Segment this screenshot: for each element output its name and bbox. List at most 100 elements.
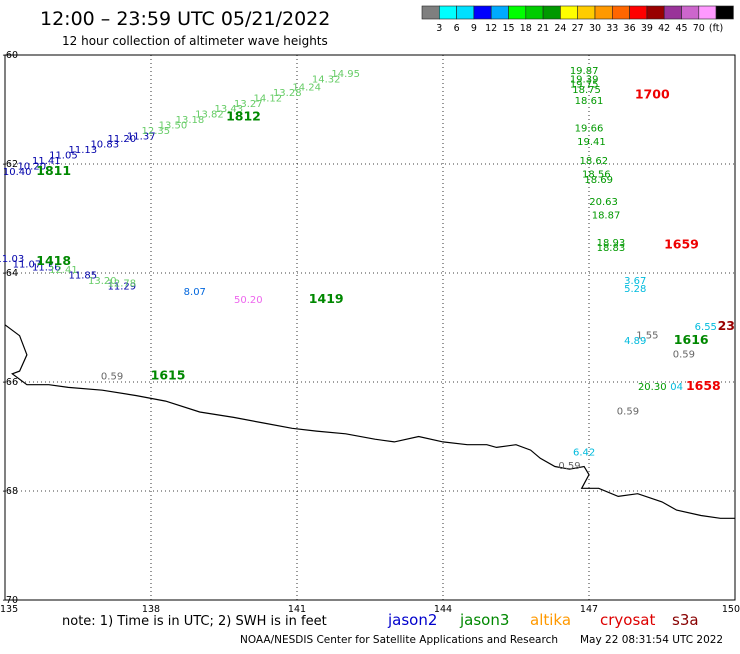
pass-time-label: 23 xyxy=(718,318,735,333)
wave-height-value: 18.87 xyxy=(592,211,621,222)
wave-height-value: 11.37 xyxy=(127,131,156,142)
wave-height-value: 10.40 xyxy=(3,167,32,178)
legend-swatch xyxy=(473,5,492,20)
pass-time-label: 1616 xyxy=(674,332,709,347)
legend-swatch xyxy=(456,5,475,20)
wave-height-value: 18.83 xyxy=(597,243,626,254)
wave-height-value: 18.69 xyxy=(584,175,613,186)
wave-height-value: 0.59 xyxy=(101,371,123,382)
wave-height-value: 20.63 xyxy=(589,197,618,208)
color-legend xyxy=(421,5,734,20)
wave-height-value: 13.27 xyxy=(234,99,263,110)
lat-tick-label: -66 xyxy=(2,377,18,388)
wave-height-value: 13.20 xyxy=(88,276,117,287)
satellite-name-jason3: jason3 xyxy=(459,611,509,629)
wave-height-value: 8.07 xyxy=(184,287,206,298)
satellite-name-altika: altika xyxy=(530,611,571,629)
wave-height-value: 3.67 xyxy=(624,276,646,287)
wave-height-value: 11.07 xyxy=(13,260,42,271)
legend-swatch xyxy=(663,5,682,20)
time-and-value-labels: 1811 1812 1418 1419 1615 1616 1700 1659 1658 23 50… xyxy=(36,87,735,473)
lat-tick-label: -64 xyxy=(2,268,18,279)
wave-height-value: 20.30 xyxy=(638,382,667,393)
legend-label: (ft) xyxy=(709,23,723,34)
coastline xyxy=(4,324,735,519)
wave-height-value: 11.41 xyxy=(32,156,61,167)
legend-label: 36 xyxy=(624,23,636,34)
wave-height-value: 6.55 xyxy=(695,322,717,333)
wave-height-value: 11.20 xyxy=(107,134,136,145)
legend-swatch xyxy=(698,5,717,20)
wave-height-value: 11.03 xyxy=(0,254,24,265)
wave-height-value: 12.78 xyxy=(107,279,136,290)
wave-height-value: 18.61 xyxy=(575,96,604,107)
footer-credit: NOAA/NESDIS Center for Satellite Applica… xyxy=(240,634,558,646)
wave-height-value: 13.50 xyxy=(159,121,188,132)
satellite-name-jason2: jason2 xyxy=(387,611,437,629)
wave-height-value: 11.29 xyxy=(107,281,136,292)
footer-timestamp: May 22 08:31:54 UTC 2022 xyxy=(580,634,723,646)
legend-swatch xyxy=(577,5,596,20)
pass-time-label: 1700 xyxy=(635,87,670,102)
legend-swatch xyxy=(421,5,440,20)
lon-tick-label: 147 xyxy=(580,604,598,615)
lat-tick-label: -70 xyxy=(2,595,18,606)
wave-height-value: 19.39 xyxy=(570,74,599,85)
pass-time-label: 1418 xyxy=(36,253,71,268)
wave-height-value: 14.24 xyxy=(292,82,321,93)
wave-height-value: 50.20 xyxy=(234,295,263,306)
legend-swatch xyxy=(542,5,561,20)
wave-height-value: 0.59 xyxy=(617,407,639,418)
wave-height-value: 0.59 xyxy=(673,349,695,360)
wave-height-value: 18.93 xyxy=(597,238,626,249)
wave-height-value: 11.13 xyxy=(69,145,98,156)
legend-swatch xyxy=(681,5,700,20)
wave-height-value: 18.56 xyxy=(582,170,611,181)
lon-tick-label: 138 xyxy=(142,604,160,615)
altimeter-tracks: 10.4010.2011.4111.0511.1310.8311.2011.37… xyxy=(0,66,625,292)
wave-height-value: 18.75 xyxy=(572,85,601,96)
legend-label: 27 xyxy=(572,23,584,34)
legend-label: 15 xyxy=(502,23,514,34)
lon-tick-label: 150 xyxy=(722,604,740,615)
legend-swatch xyxy=(438,5,457,20)
wave-height-value: 13.82 xyxy=(195,110,224,121)
lat-tick-label: -68 xyxy=(2,486,18,497)
legend-swatch xyxy=(508,5,527,20)
wave-height-value: 14.32 xyxy=(312,74,341,85)
wave-height-value: 5.28 xyxy=(624,284,646,295)
legend-swatch xyxy=(594,5,613,20)
legend-swatch xyxy=(646,5,665,20)
wave-height-value: 11.85 xyxy=(69,270,98,281)
pass-time-label: 1615 xyxy=(151,367,186,382)
wave-height-value: 19.87 xyxy=(570,66,599,77)
wave-height-value: 1.55 xyxy=(636,330,658,341)
lon-tick-label: 144 xyxy=(434,604,452,615)
legend-label: 24 xyxy=(554,23,566,34)
wave-height-value: 18.62 xyxy=(580,156,609,167)
wave-height-value: 19.75 xyxy=(570,80,599,91)
footer-note: note: 1) Time is in UTC; 2) SWH is in fe… xyxy=(62,614,327,629)
map-gridlines xyxy=(5,55,735,600)
legend-swatch xyxy=(525,5,544,20)
wave-height-value: 11.56 xyxy=(32,262,61,273)
wave-height-value: 11.05 xyxy=(49,151,78,162)
pass-time-label: 1658 xyxy=(686,378,721,393)
legend-swatch xyxy=(715,5,734,20)
wave-height-value: 10.20 xyxy=(17,161,46,172)
lon-tick-label: 141 xyxy=(288,604,306,615)
lat-tick-label: -62 xyxy=(2,159,18,170)
lon-tick-label: 135 xyxy=(0,604,18,615)
satellite-legend: jason2 jason3 altika cryosat s3a xyxy=(387,611,699,629)
legend-label: 39 xyxy=(641,23,653,34)
color-legend-labels: 3 6 9 12 15 18 21 24 27 30 33 36 39 42 45 70 (ft) xyxy=(436,23,723,34)
wave-height-value: 4.89 xyxy=(624,336,646,347)
longitude-tick-labels: 135 138 141 144 147 150 xyxy=(0,604,740,615)
pass-time-label: 1812 xyxy=(226,108,261,123)
legend-swatch xyxy=(611,5,630,20)
legend-label: 6 xyxy=(454,23,460,34)
wave-height-value: 19.66 xyxy=(575,123,604,134)
legend-label: 70 xyxy=(693,23,705,34)
wave-height-value: 10.83 xyxy=(90,140,119,151)
